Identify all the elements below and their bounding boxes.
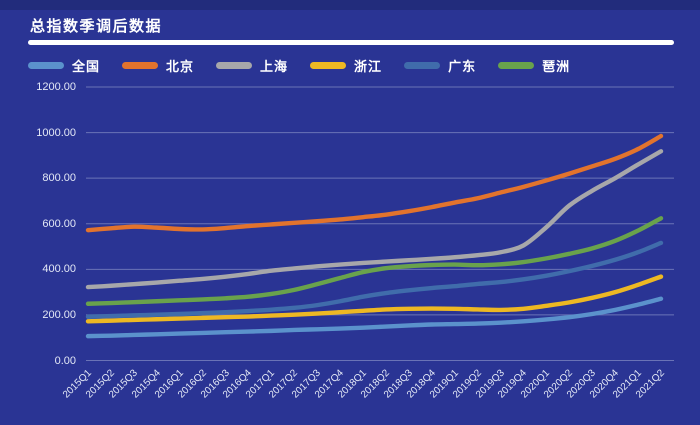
legend-swatch-shanghai — [216, 62, 253, 69]
series-line-zhejiang — [85, 274, 664, 324]
legend-item-beijing: 北京 — [122, 56, 194, 75]
legend-label-pazhou: 琶洲 — [542, 59, 571, 74]
legend-swatch-zhejiang — [310, 62, 347, 69]
window-top-strip — [0, 0, 700, 10]
legend-swatch-pazhou — [498, 62, 535, 69]
legend-label-beijing: 北京 — [166, 59, 195, 74]
legend-item-shanghai: 上海 — [216, 56, 288, 75]
y-axis-label: 800.00 — [42, 172, 76, 185]
y-axis-label: 400.00 — [42, 263, 76, 276]
title-underline — [28, 40, 674, 45]
legend-item-guangdong: 广东 — [404, 56, 476, 75]
legend-item-pazhou: 琶洲 — [498, 56, 570, 75]
y-axis-label: 200.00 — [42, 308, 76, 321]
legend-label-shanghai: 上海 — [260, 59, 289, 74]
y-axis-label: 600.00 — [42, 217, 76, 230]
series-line-beijing — [85, 133, 664, 233]
series-line-shanghai — [85, 149, 664, 290]
series-line-guangdong — [85, 240, 664, 319]
series-line-quanguo — [85, 296, 664, 339]
y-axis-label: 0.00 — [54, 354, 76, 367]
legend-swatch-guangdong — [404, 62, 441, 69]
chart-legend: 全国 北京 上海 浙江 广东 琶洲 — [28, 56, 592, 75]
legend-label-quanguo: 全国 — [72, 59, 101, 74]
page-title: 总指数季调后数据 — [30, 18, 163, 35]
y-axis-label: 1000.00 — [36, 126, 76, 139]
y-axis-label: 1200.00 — [36, 81, 76, 93]
legend-swatch-quanguo — [28, 62, 64, 69]
legend-label-guangdong: 广东 — [448, 59, 477, 74]
legend-item-zhejiang: 浙江 — [310, 56, 382, 75]
legend-label-zhejiang: 浙江 — [354, 59, 383, 74]
legend-swatch-beijing — [122, 62, 159, 69]
legend-item-quanguo: 全国 — [28, 56, 100, 75]
series-line-pazhou — [85, 216, 664, 306]
